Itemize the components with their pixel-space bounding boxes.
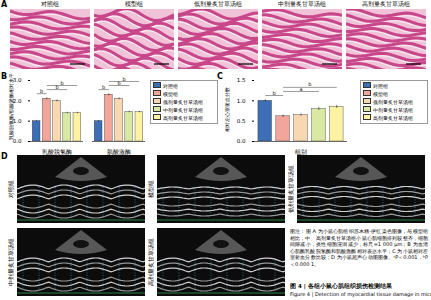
html-text:图注：图 A 为小鼠心肌组织苏木精-伊红染色图像，与模型组相: 图注：图 A 为小鼠心肌组织苏木精-伊红染色图像，与模型组相比，中、高剂量炙甘草…	[290, 228, 428, 267]
svg-text:b: b	[102, 84, 105, 90]
html-text:B: B	[1, 72, 8, 81]
svg-text:b: b	[40, 88, 43, 94]
svg-text:0.0: 0.0	[13, 138, 22, 144]
html-text:中剂量炙甘草汤组: 中剂量炙甘草汤组	[278, 1, 326, 7]
svg-text:1.5: 1.5	[237, 77, 246, 83]
svg-text:0.0: 0.0	[237, 138, 246, 144]
html-text:高剂量炙甘草汤组: 高剂量炙甘草汤组	[163, 115, 203, 121]
svg-text:b: b	[117, 80, 120, 86]
svg-text:b: b	[61, 80, 64, 86]
svg-text:组别: 组别	[295, 149, 307, 155]
html-text:低剂量炙甘草汤组: 低剂量炙甘草汤组	[288, 165, 294, 213]
html-text:相对左心室射血分数: 相对左心室射血分数	[224, 86, 230, 132]
html-text:中剂量炙甘草汤组: 中剂量炙甘草汤组	[163, 107, 203, 113]
svg-text:1.0: 1.0	[13, 118, 22, 124]
html-text:对照组: 对照组	[163, 83, 178, 89]
html-text:低剂量炙甘草汤组: 低剂量炙甘草汤组	[163, 99, 203, 105]
html-text:低剂量炙甘草汤组: 低剂量炙甘草汤组	[194, 1, 242, 7]
svg-text:0.5: 0.5	[237, 118, 246, 124]
svg-text:乳酸脱氢酶: 乳酸脱氢酶	[42, 149, 72, 155]
svg-text:b: b	[308, 81, 311, 87]
svg-text:1.0: 1.0	[237, 98, 246, 104]
html-text:中剂量炙甘草汤组: 中剂量炙甘草汤组	[373, 107, 413, 113]
html-text:低剂量炙甘草汤组: 低剂量炙甘草汤组	[373, 99, 413, 105]
html-text:对照组: 对照组	[41, 1, 59, 7]
html-text:模型组: 模型组	[163, 91, 178, 97]
html-text:中剂量炙甘草汤组: 中剂量炙甘草汤组	[8, 238, 14, 286]
html-text:对照组: 对照组	[373, 83, 388, 89]
svg-text:b: b	[123, 76, 126, 82]
html-text:图 4 | 各组小鼠心肌组织损伤检测结果: 图 4 | 各组小鼠心肌组织损伤检测结果	[290, 283, 392, 289]
html-text:模型组: 模型组	[373, 91, 388, 97]
html-text:模型组: 模型组	[125, 1, 143, 7]
svg-text:2.0: 2.0	[13, 98, 22, 104]
html-text:A: A	[1, 0, 8, 9]
html-text:高剂量炙甘草汤组: 高剂量炙甘草汤组	[373, 115, 413, 121]
html-text:高剂量炙甘草汤组: 高剂量炙甘草汤组	[362, 1, 410, 7]
html-text:C: C	[217, 72, 223, 81]
html-text:乳酸脱氢酶/肌酸激酶相对水平: 乳酸脱氢酶/肌酸激酶相对水平	[8, 73, 14, 140]
svg-text:b: b	[55, 84, 58, 90]
svg-text:b: b	[273, 90, 276, 96]
html-text:模型组: 模型组	[148, 180, 154, 198]
svg-text:肌酸激酶: 肌酸激酶	[107, 149, 131, 155]
html-text:高剂量炙甘草汤组: 高剂量炙甘草汤组	[148, 238, 154, 286]
html-text:对照组: 对照组	[8, 180, 14, 198]
html-text:D: D	[1, 152, 8, 161]
svg-text:a: a	[299, 86, 302, 92]
svg-text:3.0: 3.0	[13, 77, 22, 83]
